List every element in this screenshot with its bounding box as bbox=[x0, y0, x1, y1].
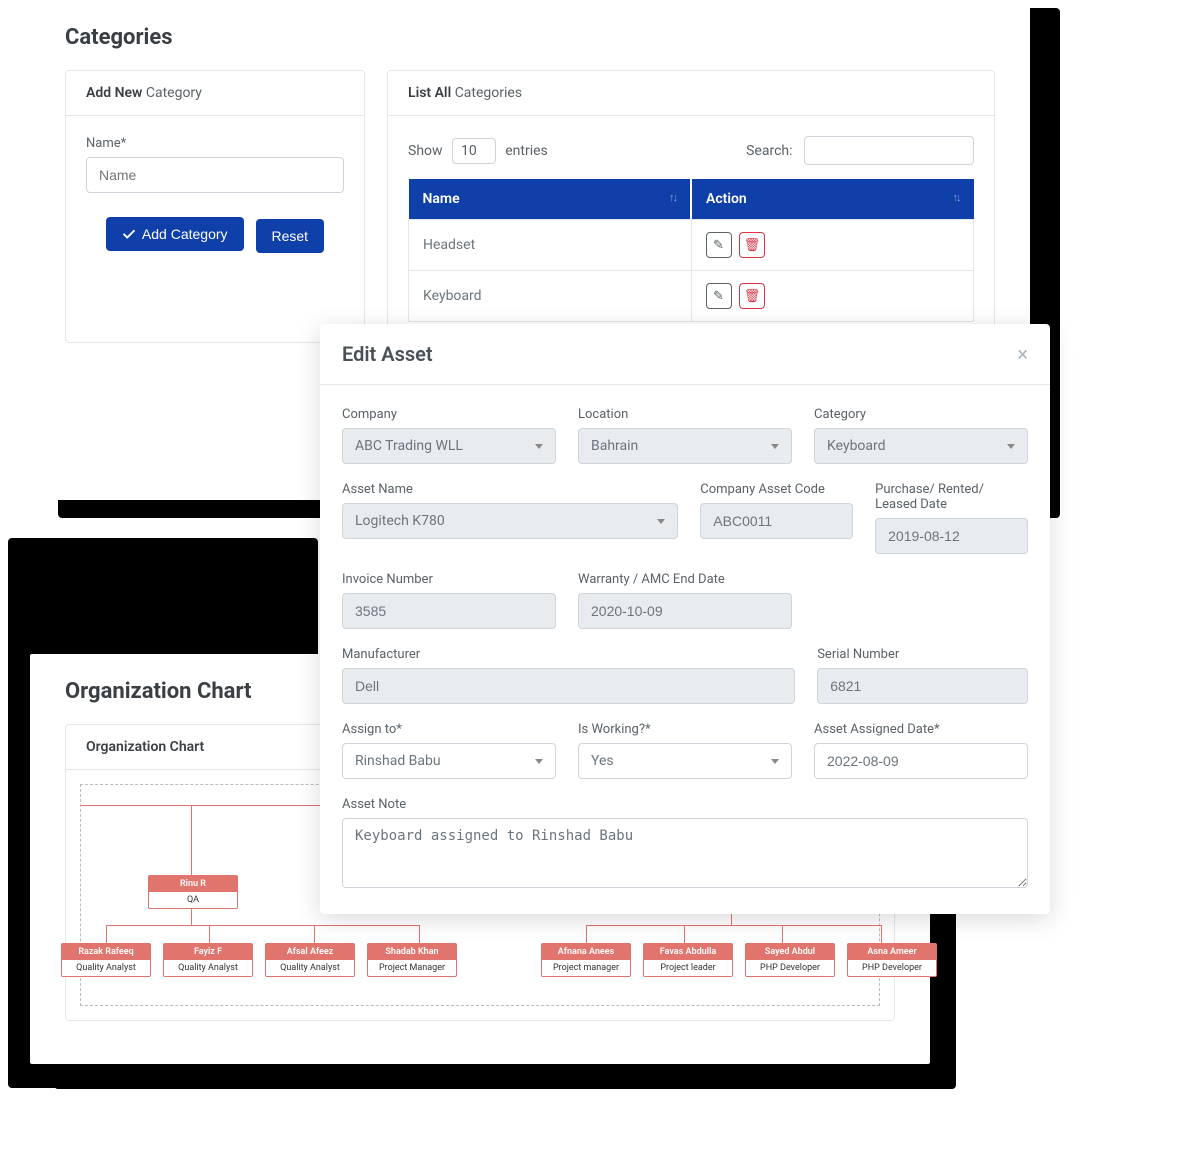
show-label: Show bbox=[408, 143, 443, 159]
invoice-label: Invoice Number bbox=[342, 572, 556, 587]
sort-icon: ↑↓ bbox=[953, 191, 960, 204]
purchasedate-label: Purchase/ Rented/ Leased Date bbox=[875, 482, 1028, 512]
entries-select[interactable]: 10 bbox=[452, 138, 496, 164]
category-label: Category bbox=[814, 407, 1028, 422]
manufacturer-label: Manufacturer bbox=[342, 647, 795, 662]
assetname-label: Asset Name bbox=[342, 482, 678, 497]
org-node[interactable]: Shadab KhanProject Manager bbox=[367, 943, 457, 977]
search-input[interactable] bbox=[804, 136, 974, 165]
assetcode-label: Company Asset Code bbox=[700, 482, 853, 497]
list-categories-header: List All Categories bbox=[388, 71, 994, 116]
assetname-select[interactable]: Logitech K780 bbox=[342, 503, 678, 539]
categories-table: Name↑↓ Action↑↓ Headset ✎ 🗑 Keyboard bbox=[408, 179, 974, 322]
edit-icon[interactable]: ✎ bbox=[706, 283, 732, 309]
assigneddate-input[interactable] bbox=[814, 743, 1028, 779]
invoice-input[interactable] bbox=[342, 593, 556, 629]
assetcode-input[interactable] bbox=[700, 503, 853, 539]
table-row: Keyboard ✎ 🗑 bbox=[409, 271, 974, 322]
edit-icon[interactable]: ✎ bbox=[706, 232, 732, 258]
location-select[interactable]: Bahrain bbox=[578, 428, 792, 464]
isworking-label: Is Working?* bbox=[578, 722, 792, 737]
table-row: Headset ✎ 🗑 bbox=[409, 220, 974, 271]
modal-title: Edit Asset bbox=[342, 342, 433, 366]
org-node[interactable]: Fayiz FQuality Analyst bbox=[163, 943, 253, 977]
categories-title: Categories bbox=[65, 25, 1030, 50]
org-node[interactable]: Afnana AneesProject manager bbox=[541, 943, 631, 977]
isworking-select[interactable]: Yes bbox=[578, 743, 792, 779]
sort-icon: ↑↓ bbox=[669, 191, 676, 204]
assignto-select[interactable]: Rinshad Babu bbox=[342, 743, 556, 779]
company-select[interactable]: ABC Trading WLL bbox=[342, 428, 556, 464]
name-label: Name* bbox=[86, 136, 344, 151]
company-label: Company bbox=[342, 407, 556, 422]
delete-icon[interactable]: 🗑 bbox=[739, 232, 765, 258]
category-select[interactable]: Keyboard bbox=[814, 428, 1028, 464]
assignto-label: Assign to* bbox=[342, 722, 556, 737]
search-label: Search: bbox=[746, 143, 792, 159]
note-textarea[interactable] bbox=[342, 818, 1028, 888]
purchasedate-input[interactable] bbox=[875, 518, 1028, 554]
add-category-header: Add New Category bbox=[66, 71, 364, 116]
col-name[interactable]: Name↑↓ bbox=[409, 179, 692, 220]
org-node[interactable]: Rinu RQA bbox=[148, 875, 238, 909]
add-category-button[interactable]: Add Category bbox=[106, 217, 244, 251]
org-node[interactable]: Afsal AfeezQuality Analyst bbox=[265, 943, 355, 977]
manufacturer-input[interactable] bbox=[342, 668, 795, 704]
col-action[interactable]: Action↑↓ bbox=[691, 179, 974, 220]
org-node[interactable]: Asna AmeerPHP Developer bbox=[847, 943, 937, 977]
serial-label: Serial Number bbox=[817, 647, 1028, 662]
org-node[interactable]: Sayed AbdulPHP Developer bbox=[745, 943, 835, 977]
category-name-input[interactable] bbox=[86, 157, 344, 193]
check-icon bbox=[122, 227, 136, 241]
warranty-input[interactable] bbox=[578, 593, 792, 629]
assigneddate-label: Asset Assigned Date* bbox=[814, 722, 1028, 737]
org-node[interactable]: Razak RafeeqQuality Analyst bbox=[61, 943, 151, 977]
reset-button[interactable]: Reset bbox=[256, 219, 325, 253]
org-node[interactable]: Favas AbdullaProject leader bbox=[643, 943, 733, 977]
location-label: Location bbox=[578, 407, 792, 422]
delete-icon[interactable]: 🗑 bbox=[739, 283, 765, 309]
note-label: Asset Note bbox=[342, 797, 1028, 812]
serial-input[interactable] bbox=[817, 668, 1028, 704]
close-icon[interactable]: × bbox=[1017, 342, 1028, 366]
warranty-label: Warranty / AMC End Date bbox=[578, 572, 792, 587]
entries-label: entries bbox=[505, 143, 548, 159]
